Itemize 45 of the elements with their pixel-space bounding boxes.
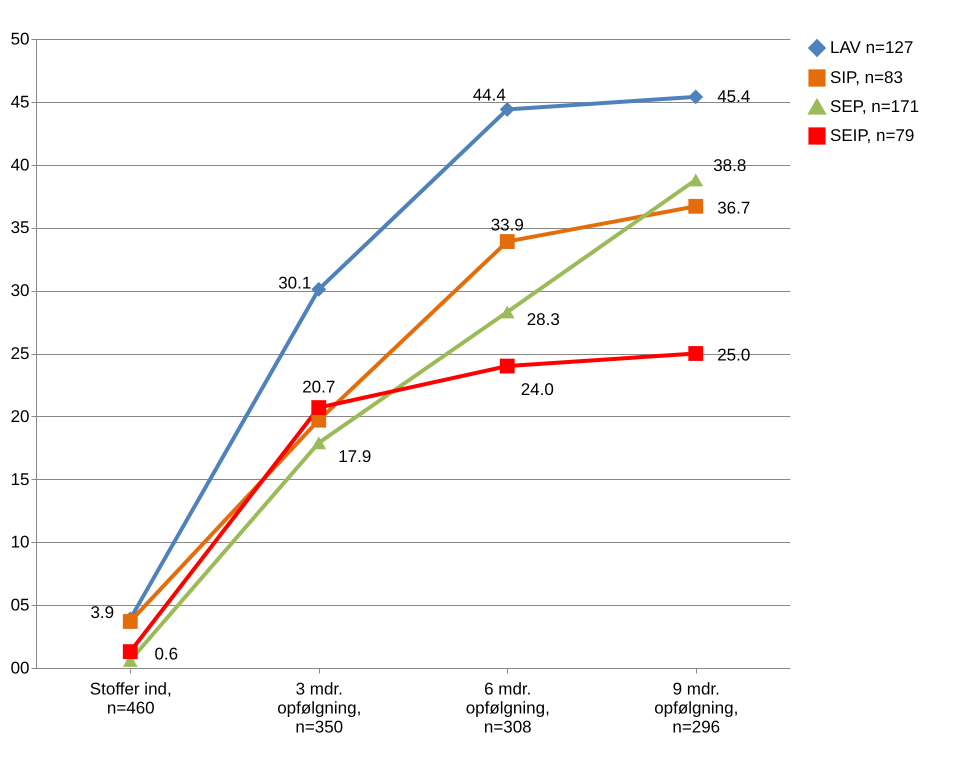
x-tick-label: 9 mdr. opfølgning, n=296: [654, 680, 738, 736]
legend-label: SEP, n=171: [830, 97, 920, 116]
point: [688, 346, 704, 361]
y-tick-label: 30: [10, 281, 30, 300]
legend-label: SIP, n=83: [830, 68, 903, 87]
data-label: 30.1: [278, 273, 312, 292]
data-label: 24.0: [520, 380, 554, 400]
data-label: 17.9: [338, 446, 372, 466]
data-label: 45.4: [717, 86, 750, 106]
point: [122, 614, 138, 629]
x-tick-label: Stoffer ind, n=460: [90, 680, 172, 718]
data-label: 0.6: [154, 644, 178, 664]
y-tick-label: 25: [10, 344, 30, 363]
point: [311, 400, 326, 416]
y-tick-label: 15: [10, 470, 30, 489]
point: [311, 436, 326, 450]
point: [122, 644, 138, 660]
y-tick-label: 40: [10, 155, 30, 174]
y-tick-label: 10: [10, 532, 30, 552]
data-label: 36.7: [717, 198, 750, 218]
point: [688, 173, 704, 186]
y-tick-label: 45: [10, 92, 30, 112]
point: [500, 358, 515, 374]
point: [688, 198, 704, 214]
data-label: 20.7: [302, 378, 336, 397]
data-label: 28.3: [526, 310, 560, 329]
x-tick-label: 6 mdr. opfølgning, n=308: [466, 680, 550, 736]
point: [500, 102, 515, 117]
point: [311, 282, 326, 297]
legend-label: SEIP, n=79: [830, 126, 914, 145]
point: [500, 306, 515, 318]
data-label: 33.9: [490, 216, 524, 235]
data-label: 44.4: [472, 85, 506, 104]
y-tick-label: 50: [10, 30, 30, 48]
data-label: 25.0: [717, 346, 750, 364]
data-label: 3.9: [90, 602, 114, 622]
point: [500, 234, 515, 249]
point: [688, 89, 704, 104]
y-tick-label: 05: [10, 596, 30, 615]
y-tick-label: 00: [10, 658, 30, 678]
legend-label: LAV n=127: [830, 38, 914, 57]
data-label: 38.8: [713, 156, 746, 175]
y-tick-label: 20: [10, 406, 30, 426]
x-tick-label: 3 mdr. opfølgning, n=350: [277, 680, 362, 736]
y-tick-label: 35: [10, 218, 30, 238]
